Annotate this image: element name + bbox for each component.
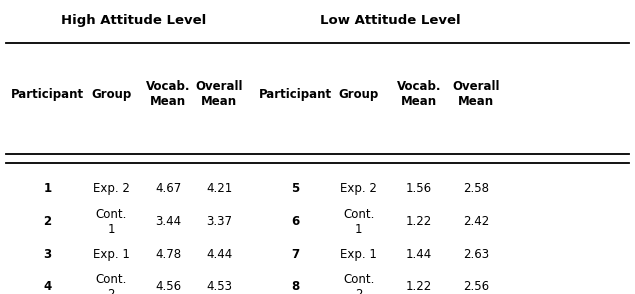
Text: 4.21: 4.21 [206,182,232,195]
Text: 4: 4 [44,280,51,293]
Text: Vocab.
Mean: Vocab. Mean [146,80,190,108]
Text: 4.78: 4.78 [155,248,182,261]
Text: Low Attitude Level: Low Attitude Level [320,14,461,27]
Text: 4.44: 4.44 [206,248,232,261]
Text: 1.22: 1.22 [406,280,432,293]
Text: Exp. 2: Exp. 2 [340,182,377,195]
Text: 2.56: 2.56 [463,280,490,293]
Text: 1.56: 1.56 [406,182,432,195]
Text: 1.44: 1.44 [406,248,432,261]
Text: 2.63: 2.63 [463,248,490,261]
Text: 4.53: 4.53 [206,280,232,293]
Text: Cont.
1: Cont. 1 [95,208,127,236]
Text: Vocab.
Mean: Vocab. Mean [397,80,441,108]
Text: 8: 8 [291,280,299,293]
Text: 7: 7 [291,248,299,261]
Text: 5: 5 [291,182,299,195]
Text: 4.56: 4.56 [155,280,182,293]
Text: 2.58: 2.58 [464,182,489,195]
Text: 2.42: 2.42 [463,216,490,228]
Text: Exp. 1: Exp. 1 [93,248,130,261]
Text: Exp. 2: Exp. 2 [93,182,130,195]
Text: High Attitude Level: High Attitude Level [61,14,206,27]
Text: Participant: Participant [11,88,84,101]
Text: 1: 1 [44,182,51,195]
Text: Overall
Mean: Overall Mean [453,80,500,108]
Text: Group: Group [91,88,131,101]
Text: Cont.
1: Cont. 1 [343,208,375,236]
Text: Group: Group [338,88,379,101]
Text: Participant: Participant [258,88,332,101]
Text: 4.67: 4.67 [155,182,182,195]
Text: 2: 2 [44,216,51,228]
Text: 3.44: 3.44 [155,216,182,228]
Text: Cont.
2: Cont. 2 [343,273,375,294]
Text: 6: 6 [291,216,299,228]
Text: 3.37: 3.37 [206,216,232,228]
Text: 3: 3 [44,248,51,261]
Text: 1.22: 1.22 [406,216,432,228]
Text: Overall
Mean: Overall Mean [196,80,243,108]
Text: Cont.
2: Cont. 2 [95,273,127,294]
Text: Exp. 1: Exp. 1 [340,248,377,261]
